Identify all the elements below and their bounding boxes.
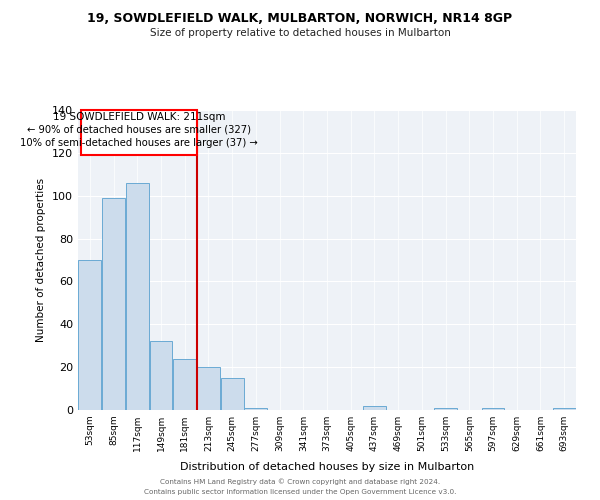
Bar (149, 342, 172, 410)
Bar (482, 408, 505, 410)
Bar (126, 183, 149, 410)
Text: Contains public sector information licensed under the Open Government Licence v3: Contains public sector information licen… (144, 489, 456, 495)
X-axis label: Distribution of detached houses by size in Mulbarton: Distribution of detached houses by size … (180, 462, 474, 472)
Bar (363, 406, 386, 410)
Text: Size of property relative to detached houses in Mulbarton: Size of property relative to detached ho… (149, 28, 451, 38)
Text: Contains HM Land Registry data © Crown copyright and database right 2024.: Contains HM Land Registry data © Crown c… (160, 478, 440, 485)
Y-axis label: Number of detached properties: Number of detached properties (37, 178, 46, 342)
Bar (79, 260, 101, 410)
Text: 19 SOWDLEFIELD WALK: 211sqm: 19 SOWDLEFIELD WALK: 211sqm (53, 112, 226, 122)
Bar (553, 408, 575, 410)
Text: ← 90% of detached houses are smaller (327): ← 90% of detached houses are smaller (32… (27, 125, 251, 135)
Text: 10% of semi-detached houses are larger (37) →: 10% of semi-detached houses are larger (… (20, 138, 258, 147)
Bar (434, 408, 457, 410)
Bar (102, 198, 125, 410)
Bar (197, 367, 220, 410)
Bar (221, 378, 244, 410)
Bar (244, 408, 268, 410)
Bar (173, 358, 196, 410)
Text: 19, SOWDLEFIELD WALK, MULBARTON, NORWICH, NR14 8GP: 19, SOWDLEFIELD WALK, MULBARTON, NORWICH… (88, 12, 512, 26)
